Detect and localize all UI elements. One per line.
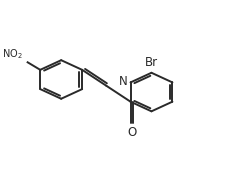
- Text: O: O: [127, 126, 136, 139]
- Text: NO$_2$: NO$_2$: [2, 47, 22, 61]
- Text: N: N: [119, 75, 128, 88]
- Text: Br: Br: [145, 56, 158, 69]
